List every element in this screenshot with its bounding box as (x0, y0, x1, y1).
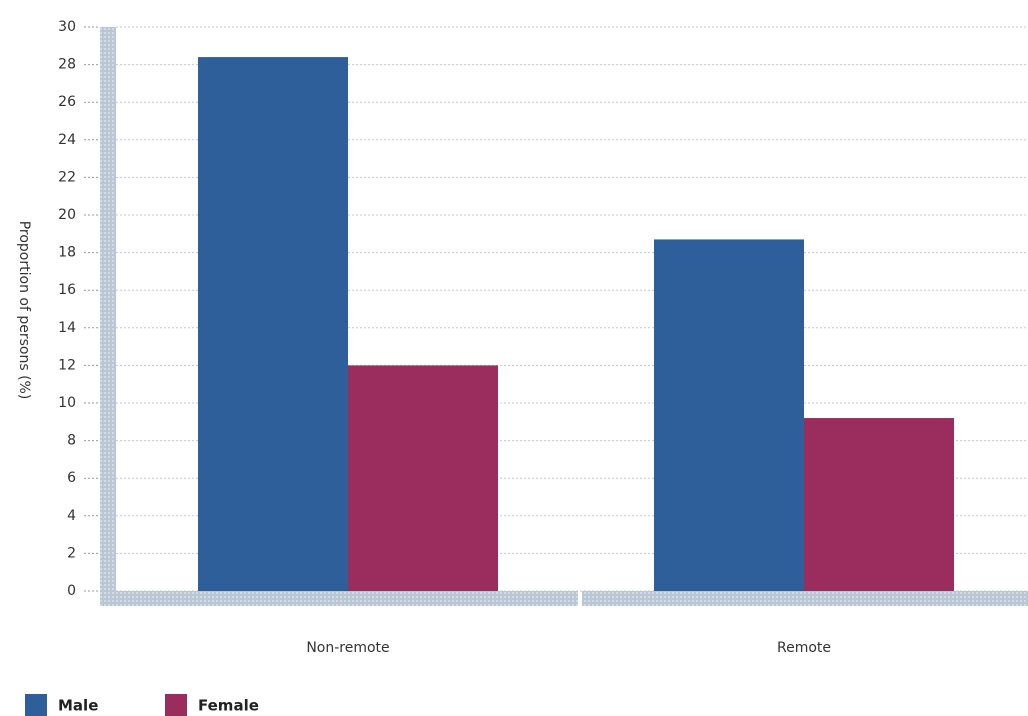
y-tick-label: 6 (67, 470, 76, 486)
y-tick-label: 20 (58, 207, 76, 223)
x-tick-label: Remote (777, 640, 831, 656)
y-tick-label: 4 (67, 508, 76, 524)
y-axis-band (100, 27, 116, 606)
y-tick-label: 2 (67, 545, 76, 561)
x-tick-label: Non-remote (306, 640, 389, 656)
bar (348, 365, 498, 591)
legend-swatch (165, 694, 187, 716)
y-tick-label: 26 (58, 94, 76, 110)
legend-label: Female (198, 697, 259, 715)
y-tick-label: 12 (58, 357, 76, 373)
x-axis-band (116, 591, 578, 606)
legend-swatch (25, 694, 47, 716)
bar (198, 57, 348, 591)
x-axis-band (582, 591, 1028, 606)
bar (804, 418, 954, 591)
y-tick-label: 24 (58, 132, 76, 148)
y-tick-label: 22 (58, 169, 76, 185)
bar (654, 239, 804, 591)
y-tick-label: 14 (58, 320, 76, 336)
y-axis-title: Proportion of persons (%) (16, 221, 32, 400)
y-tick-label: 16 (58, 282, 76, 298)
y-tick-label: 30 (58, 19, 76, 35)
y-tick-label: 8 (67, 433, 76, 449)
y-tick-label: 18 (58, 245, 76, 261)
y-tick-label: 0 (67, 583, 76, 599)
legend-label: Male (58, 697, 98, 715)
y-tick-label: 10 (58, 395, 76, 411)
y-tick-label: 28 (58, 57, 76, 73)
